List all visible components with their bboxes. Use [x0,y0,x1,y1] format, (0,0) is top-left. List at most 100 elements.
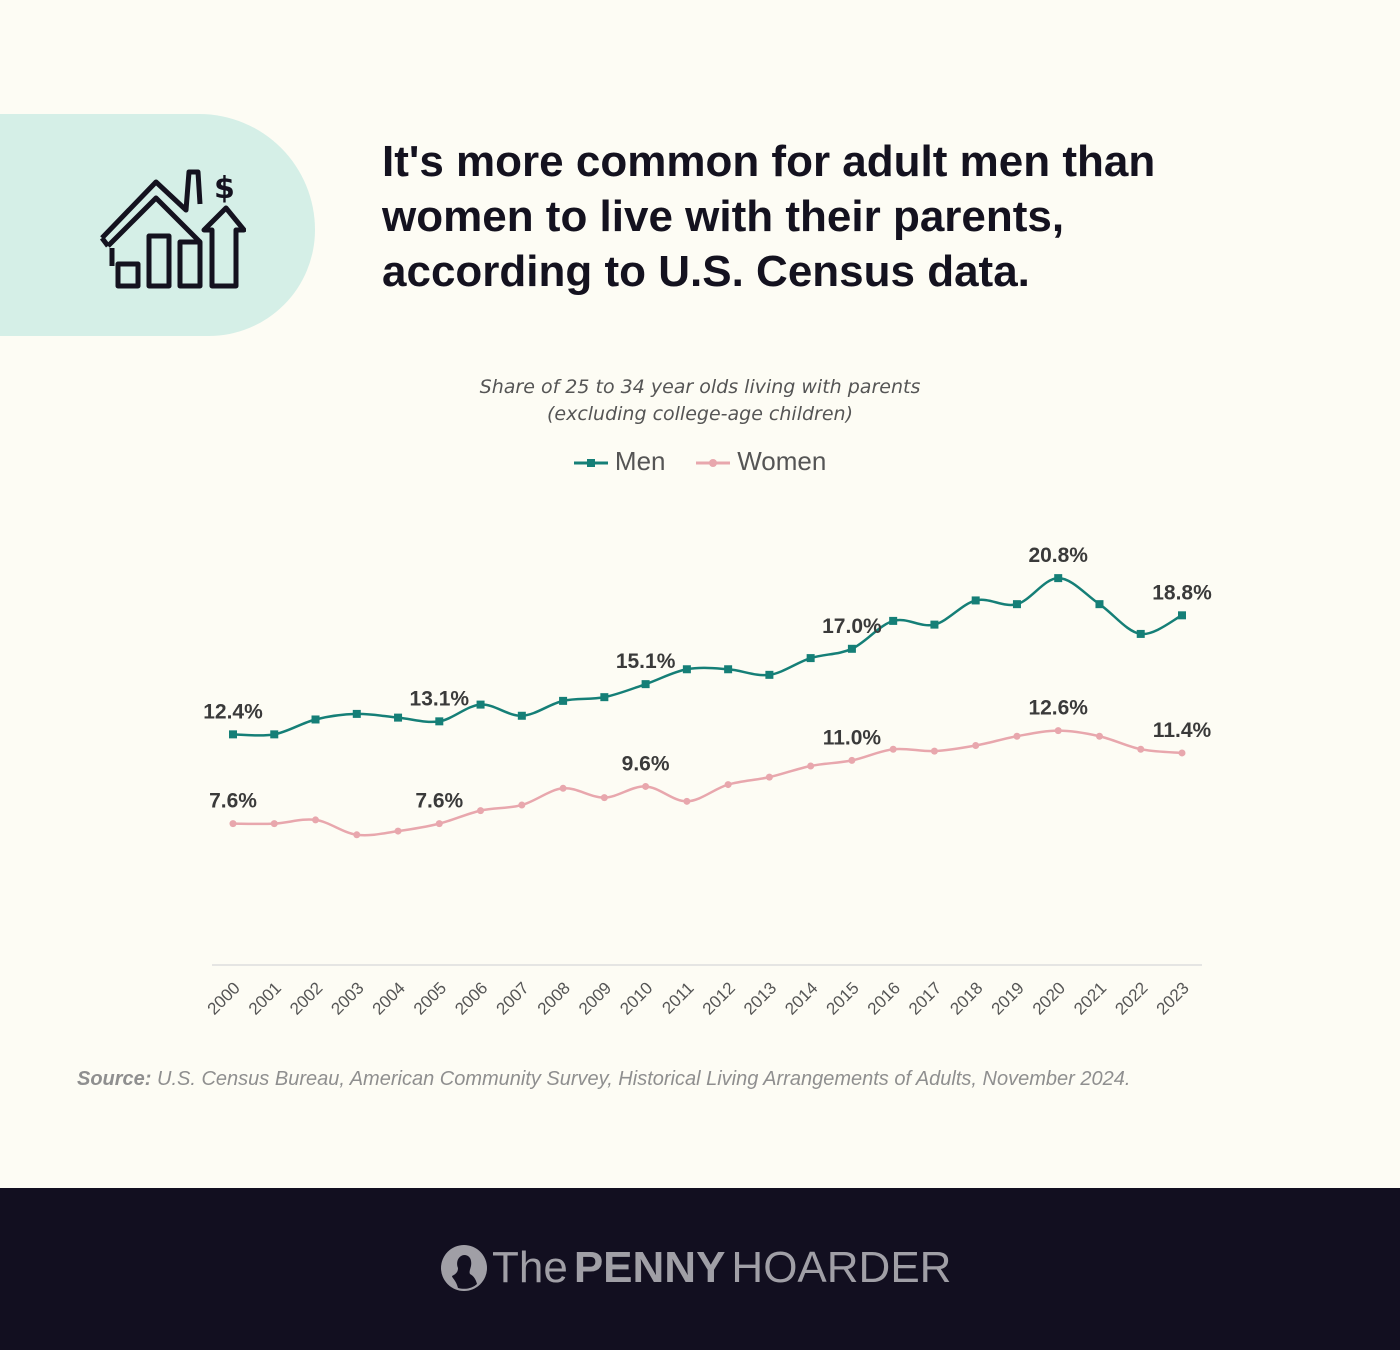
x-tick-label: 2020 [1029,978,1069,1018]
point-men [600,693,609,702]
x-tick-label: 2021 [1070,978,1110,1018]
point-women [1178,749,1186,757]
x-tick-label: 2007 [492,978,532,1018]
point-men [847,644,856,653]
point-women [477,807,485,815]
chart-legend: Men Women [0,444,1400,477]
data-label: 7.6% [415,790,463,813]
point-men [641,680,650,689]
legend-women-label: Women [737,445,827,476]
point-men [1178,611,1186,620]
point-men [1012,600,1021,609]
point-women [765,773,773,781]
x-tick-label: 2018 [946,978,986,1018]
data-label: 9.6% [622,752,670,775]
x-tick-label: 2011 [658,978,697,1017]
point-men [352,709,361,718]
legend-men-marker [573,446,608,477]
x-tick-label: 2013 [740,978,780,1018]
point-women [972,742,980,750]
point-men [724,665,733,674]
source-note: Source: U.S. Census Bureau, American Com… [77,1068,1130,1091]
legend-men-label: Men [614,445,666,476]
x-tick-label: 2009 [575,978,615,1018]
point-women [889,745,897,753]
point-women [600,794,608,802]
logo-penny: PENNY [573,1243,726,1292]
penny-hoarder-logo: The PENNY HOARDER [440,1243,951,1293]
point-men [682,665,691,674]
logo-the: The [492,1243,568,1292]
x-tick-label: 2022 [1111,978,1151,1018]
x-tick-label: 2012 [699,978,739,1018]
point-women [394,827,402,835]
data-label: 17.0% [822,615,882,638]
point-men [270,730,279,739]
data-label: 13.1% [410,687,470,710]
point-women [1137,745,1145,753]
point-men [394,713,403,722]
footer [0,1188,1400,1350]
x-tick-label: 2014 [781,978,821,1018]
data-label: 15.1% [616,650,676,673]
x-tick-label: 2001 [245,978,285,1018]
x-tick-label: 2004 [369,978,409,1018]
point-women [642,782,650,790]
series-line-women [232,729,1183,837]
x-tick-label: 2000 [204,978,244,1018]
point-men [1095,600,1104,609]
x-tick-label: 2023 [1153,978,1193,1018]
point-men [930,620,939,629]
legend-women-marker [695,446,730,477]
point-women [930,747,938,755]
point-women [270,820,278,828]
x-tick-label: 2010 [616,978,656,1018]
point-men [559,696,568,705]
data-label: 12.6% [1028,697,1088,720]
x-tick-label: 2002 [286,978,326,1018]
point-men [311,715,320,724]
x-tick-label: 2015 [823,978,863,1018]
point-women [807,762,815,770]
point-men [971,596,980,605]
source-text: U.S. Census Bureau, American Community S… [157,1068,1131,1090]
x-tick-label: 2016 [864,978,904,1018]
point-men [806,654,815,663]
point-men [517,711,526,720]
page-title: It's more common for adult men than wome… [382,137,1156,296]
data-label: 11.4% [1153,719,1212,742]
point-women [683,797,691,805]
point-women [1054,727,1062,735]
point-men [765,670,774,679]
data-label: 12.4% [203,700,263,723]
x-tick-label: 2008 [534,978,574,1018]
point-women [1095,732,1103,740]
data-label: 18.8% [1152,581,1212,604]
x-tick-label: 2005 [410,978,450,1018]
data-label: 11.0% [823,726,882,749]
point-men [476,700,485,709]
house-growth-icon: $ [100,169,246,289]
point-women [229,820,237,828]
chart-title: Share of 25 to 34 year olds living with … [479,376,921,398]
point-men [1054,574,1063,583]
point-men [229,730,237,739]
x-tick-label: 2006 [451,978,491,1018]
point-women [353,831,361,839]
point-women [724,781,732,789]
x-tick-label: 2017 [905,978,945,1018]
data-label: 7.6% [209,790,257,813]
point-women [518,801,526,809]
x-tick-label: 2019 [988,978,1028,1018]
point-women [559,784,567,792]
point-women [848,756,856,764]
source-label: Source: [77,1068,152,1090]
x-tick-label: 2003 [327,978,367,1018]
point-women [435,820,443,828]
logo-hoarder: HOARDER [731,1243,952,1292]
header-blob [0,114,315,336]
point-men [889,616,898,625]
data-label: 20.8% [1028,544,1088,567]
point-women [312,816,320,824]
chart-subtitle: (excluding college-age children) [546,403,853,425]
